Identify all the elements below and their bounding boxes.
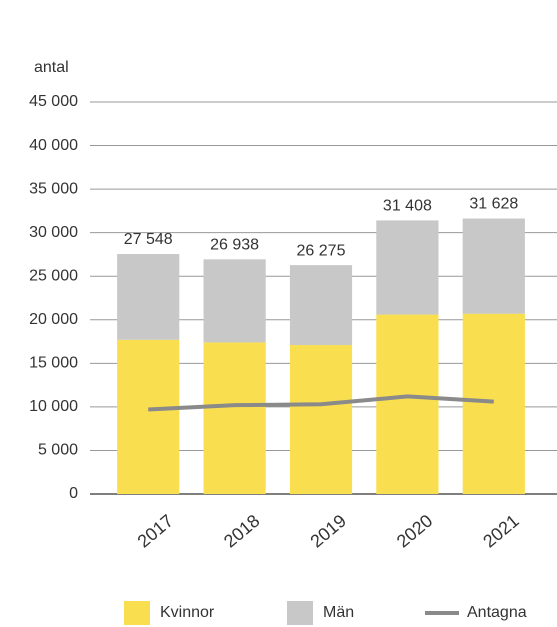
y-tick-label: 0 [69, 485, 78, 502]
x-tick-label: 2017 [134, 511, 178, 552]
bar-segment [462, 313, 525, 494]
y-tick-label: 20 000 [29, 311, 78, 328]
y-tick-label: 25 000 [29, 267, 78, 284]
x-tick-label: 2019 [306, 511, 350, 552]
legend-label: Kvinnor [160, 604, 215, 621]
line [148, 394, 494, 412]
total-label: 26 275 [297, 242, 346, 259]
y-tick-label: 35 000 [29, 180, 78, 197]
bar-segment [203, 259, 266, 343]
y-tick-label: 40 000 [29, 137, 78, 154]
total-label: 26 938 [210, 237, 259, 254]
total-label: 31 628 [469, 196, 518, 213]
bar-segment [203, 342, 266, 494]
bar-segment [117, 339, 180, 494]
y-tick-label: 5 000 [38, 442, 78, 459]
x-tick-label: 2020 [393, 511, 437, 552]
bar-segment [376, 220, 439, 315]
legend-swatch [124, 601, 150, 625]
x-tick-label: 2021 [479, 511, 523, 552]
bar-segment [289, 265, 353, 346]
total-label: 27 548 [124, 231, 173, 248]
legend-swatch [287, 601, 313, 625]
y-tick-label: 10 000 [29, 398, 78, 415]
legend-label: Antagna [467, 604, 527, 621]
y-tick-label: 30 000 [29, 224, 78, 241]
y-tick-label: 45 000 [29, 93, 78, 110]
bar-segment [117, 254, 180, 340]
y-tick-label: 15 000 [29, 355, 78, 372]
legend-label: Män [323, 604, 354, 621]
total-label: 31 408 [383, 198, 432, 215]
y-axis-label: antal [34, 59, 69, 76]
bar-segment [462, 218, 525, 314]
bar-segment [376, 314, 439, 494]
x-tick-label: 2018 [220, 511, 264, 552]
bar-segment [289, 345, 353, 494]
